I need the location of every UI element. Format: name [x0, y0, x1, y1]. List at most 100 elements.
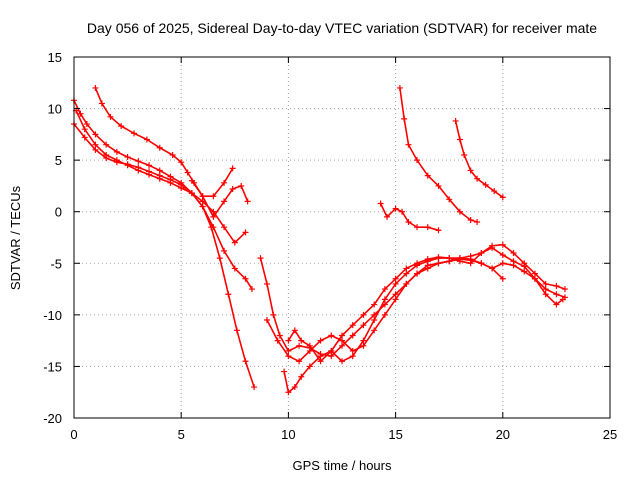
data-point: [424, 256, 431, 263]
x-tick-label: 10: [281, 427, 295, 442]
data-point: [274, 337, 281, 344]
data-point: [281, 368, 288, 375]
data-point: [103, 141, 110, 148]
data-point: [489, 244, 496, 251]
data-point: [306, 342, 313, 349]
data-point: [92, 141, 99, 148]
data-point: [467, 216, 474, 223]
data-point: [414, 224, 421, 231]
data-point: [392, 275, 399, 282]
data-point: [467, 167, 474, 174]
data-point: [317, 353, 324, 360]
data-point: [377, 200, 384, 207]
data-point: [360, 322, 367, 329]
data-point: [98, 100, 105, 107]
data-point: [124, 154, 131, 161]
data-point: [156, 175, 163, 182]
y-tick-label: 15: [48, 50, 62, 65]
data-point: [424, 224, 431, 231]
data-point: [317, 358, 324, 365]
data-point: [542, 280, 549, 287]
data-point: [81, 134, 88, 141]
data-point: [392, 291, 399, 298]
data-point: [146, 171, 153, 178]
data-point: [188, 190, 195, 197]
data-series-layer: [71, 84, 568, 396]
data-point: [229, 165, 236, 172]
data-point: [285, 353, 292, 360]
data-point: [561, 294, 568, 301]
data-point: [405, 219, 412, 226]
data-point: [435, 254, 442, 261]
data-point: [248, 286, 255, 293]
data-point: [510, 262, 517, 269]
data-point: [499, 252, 506, 259]
data-point: [296, 358, 303, 365]
data-point: [92, 131, 99, 138]
y-tick-label: 10: [48, 102, 62, 117]
data-point: [143, 136, 150, 143]
data-point: [328, 332, 335, 339]
data-point: [113, 157, 120, 164]
grid-lines: [74, 57, 610, 418]
data-point: [435, 227, 442, 234]
x-axis-label: GPS time / hours: [293, 458, 392, 473]
data-point: [499, 275, 506, 282]
y-tick-label: -15: [43, 359, 62, 374]
data-point: [199, 193, 206, 200]
data-point: [184, 169, 191, 176]
data-point: [231, 239, 238, 246]
data-point: [251, 384, 258, 391]
data-point: [291, 384, 298, 391]
data-point: [328, 347, 335, 354]
data-point: [221, 198, 228, 205]
data-point: [403, 270, 410, 277]
data-point: [242, 229, 249, 236]
data-point: [339, 342, 345, 349]
data-point: [561, 286, 568, 293]
data-point: [403, 265, 410, 272]
data-point: [92, 146, 99, 153]
data-point: [452, 117, 459, 124]
series-track-8: [281, 244, 566, 396]
data-point: [285, 347, 292, 354]
x-tick-label: 5: [178, 427, 185, 442]
data-point: [510, 249, 517, 256]
data-point: [401, 115, 408, 122]
data-point: [405, 141, 412, 148]
data-point: [131, 130, 138, 137]
data-point: [392, 280, 399, 287]
data-point: [435, 182, 442, 189]
data-point: [216, 255, 223, 262]
data-point: [349, 332, 356, 339]
data-point: [521, 268, 528, 275]
chart-title: Day 056 of 2025, Sidereal Day-to-day VTE…: [87, 20, 597, 36]
series-line: [73, 123, 253, 290]
data-point: [474, 175, 481, 182]
data-point: [238, 182, 245, 189]
data-point: [542, 286, 549, 293]
data-point: [118, 123, 125, 130]
y-tick-label: -10: [43, 308, 62, 323]
data-point: [349, 353, 356, 360]
x-tick-label: 20: [496, 427, 510, 442]
data-point: [221, 179, 228, 186]
data-point: [467, 256, 474, 263]
data-point: [461, 151, 468, 158]
series-line: [287, 256, 566, 363]
data-point: [499, 241, 506, 248]
series-line: [73, 99, 255, 388]
data-point: [270, 311, 277, 318]
data-point: [242, 275, 249, 282]
data-point: [553, 291, 560, 298]
data-point: [317, 337, 324, 344]
data-point: [349, 347, 356, 354]
data-point: [371, 327, 378, 334]
data-point: [499, 194, 506, 201]
data-point: [392, 205, 399, 212]
data-point: [83, 121, 90, 128]
series-track-4: [92, 84, 236, 200]
y-tick-label: -20: [43, 411, 62, 426]
series-track-7: [263, 256, 506, 365]
